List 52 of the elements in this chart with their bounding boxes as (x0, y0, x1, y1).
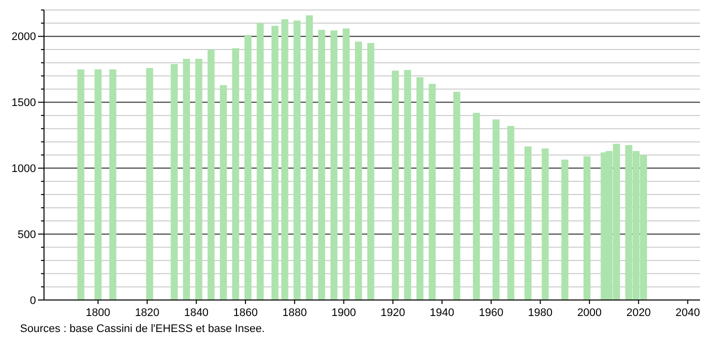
y-tick-label: 1500 (12, 97, 36, 110)
bar (281, 19, 288, 300)
bar (507, 126, 514, 300)
x-tick-label: 1900 (332, 307, 356, 319)
bar (392, 70, 399, 300)
bar (404, 70, 412, 300)
bar (428, 84, 436, 300)
x-tick-label: 1840 (184, 307, 209, 319)
bar (542, 148, 549, 300)
source-note: Sources : base Cassini de l'EHESS et base Insee. (20, 323, 265, 335)
bar (583, 156, 590, 300)
x-tick-label: 2000 (577, 307, 602, 319)
x-tick-label: 1920 (380, 307, 406, 319)
bar (146, 68, 154, 300)
x-tick-label: 1940 (430, 307, 454, 319)
bar (183, 58, 190, 300)
bar (342, 28, 350, 300)
bar (94, 69, 102, 300)
bar (416, 77, 424, 300)
x-tick-label: 1960 (478, 307, 504, 319)
bar (220, 85, 227, 300)
bar (330, 30, 338, 300)
x-tick-label: 2040 (675, 307, 700, 319)
x-tick-label: 1860 (233, 307, 258, 319)
y-tick-label: 2000 (12, 31, 36, 44)
y-tick-label: 0 (30, 294, 36, 307)
bar (472, 112, 480, 300)
bar (354, 42, 362, 300)
bar (109, 69, 116, 300)
y-tick-label: 1000 (12, 163, 36, 176)
bar (561, 160, 568, 300)
bar (271, 26, 278, 300)
bar (306, 15, 313, 300)
bar (208, 50, 215, 300)
x-tick-label: 1820 (134, 307, 160, 319)
x-tick-label: 1980 (528, 307, 553, 319)
bar (367, 42, 374, 300)
y-tick-label: 500 (18, 228, 36, 241)
bar (492, 119, 500, 300)
bar (170, 64, 178, 300)
bar (453, 92, 460, 300)
bar (256, 23, 264, 300)
bar (77, 69, 84, 300)
bar (524, 146, 532, 300)
bar (195, 58, 202, 300)
bar (232, 48, 240, 300)
x-tick-label: 1800 (86, 307, 110, 319)
x-tick-label: 2020 (626, 307, 651, 319)
bar (294, 20, 301, 300)
bar (244, 35, 252, 300)
bar (318, 30, 326, 300)
x-tick-label: 1880 (282, 307, 307, 319)
